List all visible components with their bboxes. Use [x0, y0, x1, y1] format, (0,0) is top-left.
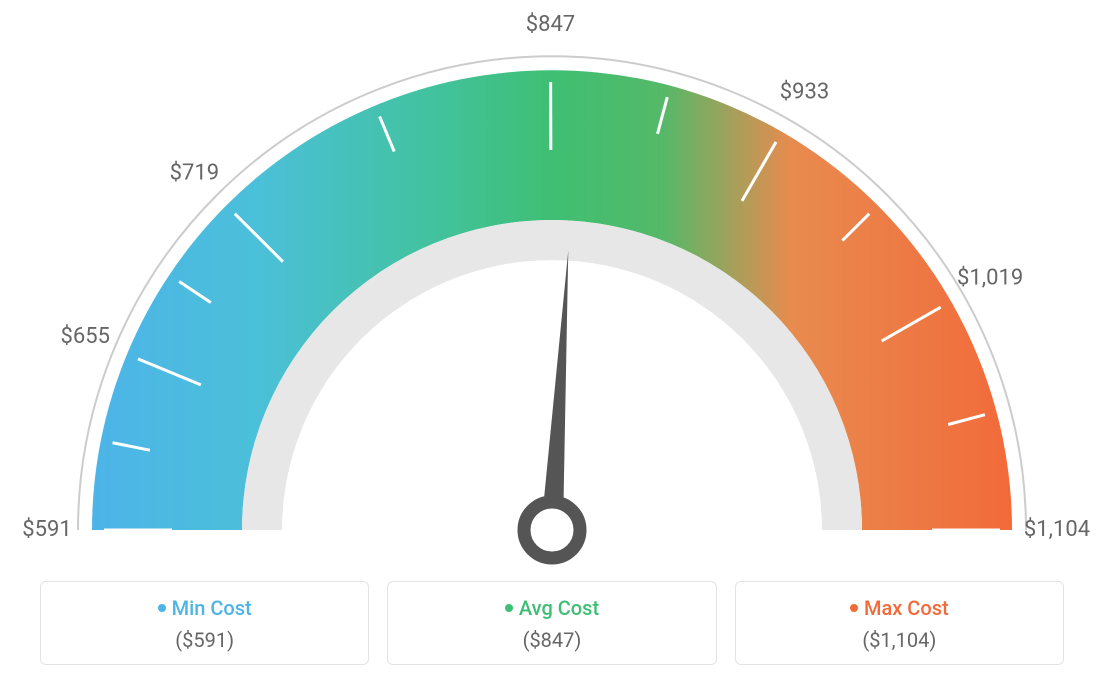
tick-label: $847 — [526, 12, 575, 37]
legend-card-min: Min Cost ($591) — [40, 581, 369, 665]
legend-title-text: Min Cost — [172, 596, 252, 620]
cost-gauge-chart: $591 $655 $719 $847 $933 $1,019 $1,104 Min Cos… — [0, 0, 1104, 690]
gauge-needle — [541, 250, 568, 530]
legend-value: ($591) — [51, 628, 358, 652]
legend-value: ($1,104) — [746, 628, 1053, 652]
legend-title: Avg Cost — [398, 596, 705, 620]
gauge-hub — [524, 502, 580, 558]
tick-label: $1,104 — [1024, 517, 1090, 542]
tick-label: $655 — [61, 324, 110, 349]
legend-dot-icon — [158, 604, 166, 612]
legend-value: ($847) — [398, 628, 705, 652]
legend-title-text: Max Cost — [864, 596, 949, 620]
legend-title: Min Cost — [51, 596, 358, 620]
tick-label: $591 — [22, 517, 71, 542]
legend-card-avg: Avg Cost ($847) — [387, 581, 716, 665]
legend-title-text: Avg Cost — [519, 596, 599, 620]
legend-card-max: Max Cost ($1,104) — [735, 581, 1064, 665]
legend-title: Max Cost — [746, 596, 1053, 620]
tick-label: $719 — [170, 160, 219, 185]
tick-label: $933 — [780, 79, 829, 104]
legend-dot-icon — [850, 604, 858, 612]
tick-label: $1,019 — [957, 266, 1023, 291]
legend-row: Min Cost ($591) Avg Cost ($847) Max Cost ($1,… — [40, 581, 1064, 665]
legend-dot-icon — [505, 604, 513, 612]
